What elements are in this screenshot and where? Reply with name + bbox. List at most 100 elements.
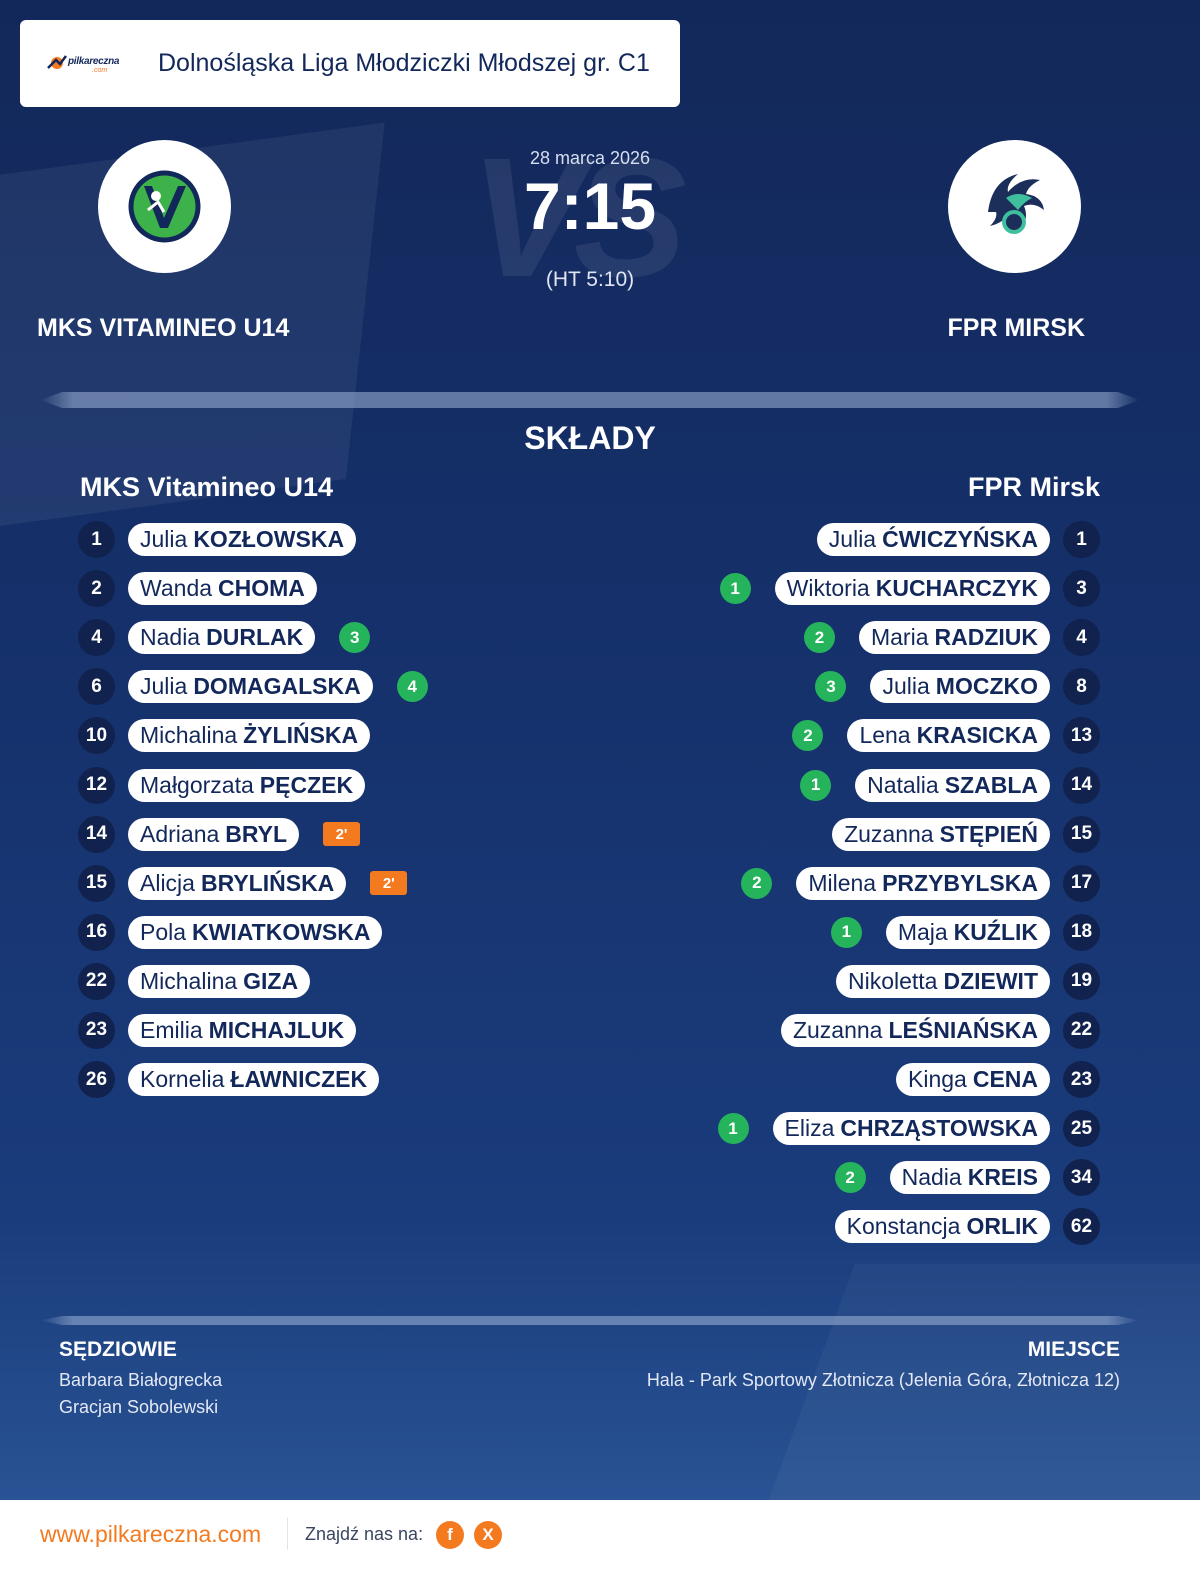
player-number: 8 xyxy=(1063,668,1100,706)
home-team-logo xyxy=(98,140,231,273)
player-row: Konstancja ORLIK 62 xyxy=(718,1202,1100,1251)
player-name[interactable]: Alicja BRYLIŃSKA xyxy=(128,866,347,900)
player-number: 34 xyxy=(1063,1159,1100,1197)
final-score: 7:15 xyxy=(523,169,657,243)
player-row: 3 Julia MOCZKO 8 xyxy=(718,662,1100,711)
player-name[interactable]: Julia ĆWICZYŃSKA xyxy=(816,523,1050,557)
player-name[interactable]: Emilia MICHAJLUK xyxy=(128,1013,357,1047)
player-name[interactable]: Eliza CHRZĄSTOWSKA xyxy=(772,1112,1050,1146)
away-team-logo xyxy=(948,140,1081,273)
player-last-name: CHOMA xyxy=(218,575,305,602)
player-name[interactable]: Nikoletta DZIEWIT xyxy=(835,964,1050,998)
player-first-name: Milena xyxy=(808,869,877,896)
player-last-name: DZIEWIT xyxy=(943,967,1038,994)
player-name[interactable]: Wiktoria KUCHARCZYK xyxy=(774,572,1050,606)
player-name[interactable]: Kornelia ŁAWNICZEK xyxy=(128,1063,380,1097)
player-number: 1 xyxy=(78,521,115,559)
player-name[interactable]: Zuzanna STĘPIEŃ xyxy=(832,817,1050,851)
player-row: 23 Emilia MICHAJLUK xyxy=(78,1006,428,1055)
player-number: 14 xyxy=(1063,766,1100,804)
player-first-name: Zuzanna xyxy=(844,820,934,847)
player-name[interactable]: Lena KRASICKA xyxy=(847,719,1050,753)
match-date: 28 marca 2026 xyxy=(529,148,651,168)
player-last-name: BRYLIŃSKA xyxy=(200,869,335,896)
player-name[interactable]: Julia KOZŁOWSKA xyxy=(128,523,357,557)
player-row: 16 Pola KWIATKOWSKA xyxy=(78,908,428,957)
league-header: pilkareczna .com Dolnośląska Liga Młodzi… xyxy=(20,20,680,107)
player-last-name: BRYL xyxy=(225,820,288,847)
player-first-name: Adriana xyxy=(140,820,220,847)
ball-player-icon xyxy=(47,55,67,69)
player-name[interactable]: Kinga CENA xyxy=(896,1063,1050,1097)
goals-badge: 1 xyxy=(800,769,832,801)
away-roster: Julia ĆWICZYŃSKA 1 1 Wiktoria KUCHARCZYK 3 2 Mar… xyxy=(717,515,1100,1251)
player-name[interactable]: Pola KWIATKOWSKA xyxy=(128,915,383,949)
player-name[interactable]: Maja KUŹLIK xyxy=(885,915,1050,949)
venue-label: MIEJSCE xyxy=(1027,1338,1120,1361)
facebook-icon[interactable]: f xyxy=(436,1521,464,1549)
separator xyxy=(287,1518,288,1550)
player-name[interactable]: Wanda CHOMA xyxy=(128,572,317,606)
player-row: 2 Nadia KREIS 34 xyxy=(718,1153,1100,1202)
player-number: 13 xyxy=(1063,717,1100,755)
player-last-name: CENA xyxy=(972,1066,1038,1093)
site-link[interactable]: www.pilkareczna.com xyxy=(40,1521,262,1547)
vs-watermark: VS xyxy=(470,123,687,313)
player-number: 6 xyxy=(78,668,115,706)
player-row: Kinga CENA 23 xyxy=(718,1055,1100,1104)
referee-name: Gracjan Sobolewski xyxy=(59,1397,219,1417)
player-number: 4 xyxy=(78,619,115,657)
player-last-name: KREIS xyxy=(967,1164,1038,1191)
player-first-name: Alicja xyxy=(140,869,195,896)
player-name[interactable]: Zuzanna LEŚNIAŃSKA xyxy=(780,1013,1050,1047)
player-row: 2 Lena KRASICKA 13 xyxy=(718,711,1100,760)
referees-label: SĘDZIOWIE xyxy=(59,1338,177,1361)
player-name[interactable]: Małgorzata PĘCZEK xyxy=(128,768,366,802)
player-row: 4 Nadia DURLAK 3 xyxy=(78,613,428,662)
find-us-label: Znajdź nas na: xyxy=(305,1524,424,1544)
player-number: 23 xyxy=(78,1011,115,1049)
player-number: 3 xyxy=(1063,570,1100,608)
league-title: Dolnośląska Liga Młodziczki Młodszej gr.… xyxy=(158,49,650,77)
player-name[interactable]: Konstancja ORLIK xyxy=(834,1210,1050,1244)
logo-sub: .com xyxy=(92,67,108,74)
player-name[interactable]: Nadia DURLAK xyxy=(128,621,316,655)
logo-text: pilkareczna xyxy=(68,56,120,67)
player-number: 16 xyxy=(78,913,115,951)
player-first-name: Julia xyxy=(140,526,188,553)
player-row: 2 Wanda CHOMA xyxy=(78,564,428,613)
player-last-name: KOZŁOWSKA xyxy=(193,526,345,553)
player-row: 10 Michalina ŻYLIŃSKA xyxy=(78,711,428,760)
player-name[interactable]: Julia DOMAGALSKA xyxy=(128,670,373,704)
home-crest-icon xyxy=(128,170,201,243)
player-name[interactable]: Adriana BRYL xyxy=(128,817,300,851)
goals-badge: 2 xyxy=(741,867,773,899)
player-row: Nikoletta DZIEWIT 19 xyxy=(718,957,1100,1006)
player-last-name: CHRZĄSTOWSKA xyxy=(840,1115,1038,1142)
player-name[interactable]: Michalina ŻYLIŃSKA xyxy=(128,719,371,753)
divider xyxy=(40,1316,1140,1325)
player-last-name: ŻYLIŃSKA xyxy=(243,722,359,749)
player-first-name: Nadia xyxy=(901,1164,962,1191)
player-name[interactable]: Michalina GIZA xyxy=(128,964,311,998)
home-lineup-title: MKS Vitamineo U14 xyxy=(80,472,334,502)
player-name[interactable]: Maria RADZIUK xyxy=(858,621,1050,655)
goals-badge: 3 xyxy=(815,671,847,703)
player-name[interactable]: Natalia SZABLA xyxy=(855,768,1050,802)
player-number: 14 xyxy=(78,815,115,853)
player-name[interactable]: Nadia KREIS xyxy=(889,1161,1050,1195)
player-last-name: SZABLA xyxy=(944,771,1038,798)
goals-badge: 1 xyxy=(717,1113,749,1145)
player-row: 14 Adriana BRYL 2' xyxy=(78,810,428,859)
player-name[interactable]: Julia MOCZKO xyxy=(870,670,1050,704)
player-first-name: Nadia xyxy=(140,624,201,651)
goals-badge: 2 xyxy=(792,720,824,752)
player-row: 2 Maria RADZIUK 4 xyxy=(718,613,1100,662)
player-last-name: KUCHARCZYK xyxy=(875,575,1038,602)
player-row: 2 Milena PRZYBYLSKA 17 xyxy=(718,859,1100,908)
pilkareczna-logo[interactable]: pilkareczna .com xyxy=(46,50,126,80)
x-icon[interactable]: X xyxy=(474,1521,502,1549)
player-row: 1 Julia KOZŁOWSKA xyxy=(78,515,428,564)
player-last-name: RADZIUK xyxy=(934,624,1039,651)
player-name[interactable]: Milena PRZYBYLSKA xyxy=(796,866,1050,900)
